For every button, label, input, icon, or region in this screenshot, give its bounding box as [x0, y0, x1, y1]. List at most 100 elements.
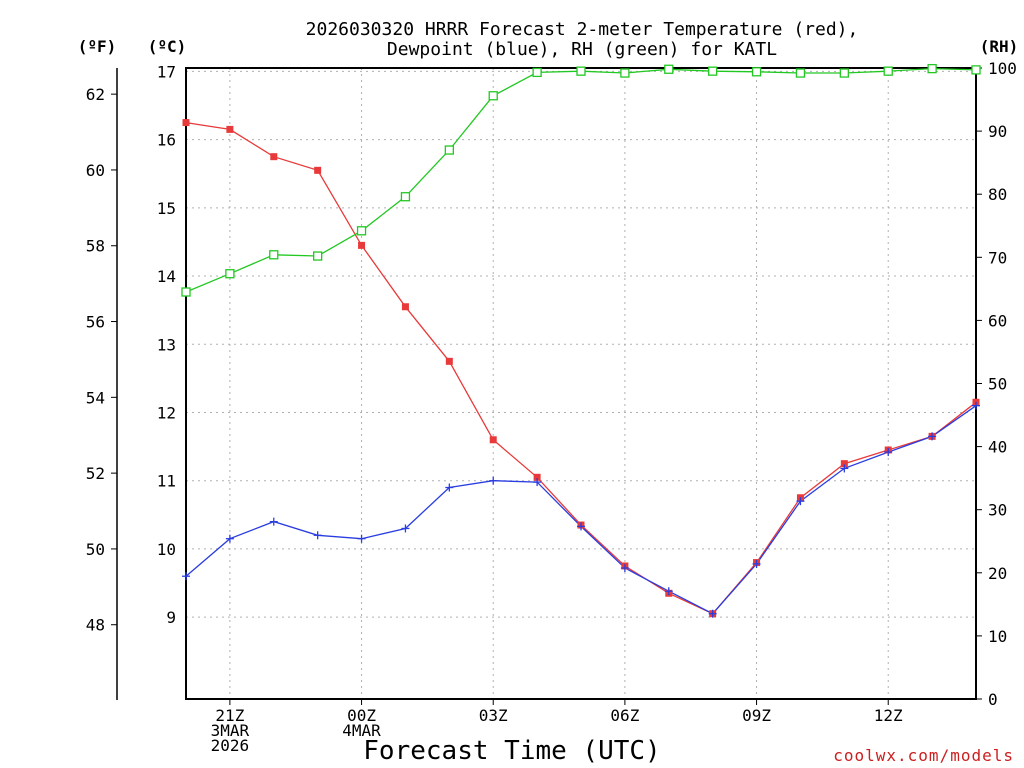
dewpoint-point	[664, 587, 673, 596]
series-line-dewpoint	[185, 405, 977, 615]
celsius-tick-label: 11	[157, 472, 176, 491]
series-lines	[185, 67, 977, 615]
fahrenheit-tick-label: 50	[86, 540, 105, 559]
x-tick-label: 12Z	[874, 706, 903, 725]
dewpoint-point	[489, 476, 498, 485]
dewpoint-point	[796, 497, 805, 506]
temperature-point	[401, 303, 409, 311]
fahrenheit-unit-label: (ºF)	[78, 37, 117, 56]
temperature-point	[445, 357, 453, 365]
dewpoint-point	[533, 478, 542, 487]
plot-frame	[185, 67, 977, 700]
x-tick-label: 09Z	[742, 706, 771, 725]
rh-point	[839, 68, 849, 78]
rh-point	[708, 66, 718, 76]
x-tick-label: 00Z	[347, 706, 376, 725]
temperature-point	[226, 125, 234, 133]
celsius-tick-label: 13	[157, 335, 176, 354]
rh-tick-label: 20	[988, 564, 1007, 583]
celsius-tick-label: 17	[157, 62, 176, 81]
dewpoint-point	[269, 517, 278, 526]
rh-tick-label: 80	[988, 185, 1007, 204]
celsius-tick-label: 9	[166, 608, 176, 627]
x-tick-label: 4MAR	[342, 721, 381, 740]
credit-link[interactable]: coolwx.com/models	[833, 746, 1014, 765]
dewpoint-point	[620, 564, 629, 573]
rh-tick-label: 100	[988, 59, 1017, 78]
rh-point	[225, 269, 235, 279]
rh-point	[444, 145, 454, 155]
temperature-point	[314, 166, 322, 174]
rh-point	[664, 64, 674, 74]
fahrenheit-tick-label: 56	[86, 313, 105, 332]
rh-tick-label: 90	[988, 122, 1007, 141]
rh-point	[971, 65, 981, 75]
x-tick-label: 21Z	[215, 706, 244, 725]
axes	[111, 67, 982, 705]
dewpoint-point	[313, 531, 322, 540]
x-tick-label: 3MAR	[211, 721, 250, 740]
temperature-point	[840, 460, 848, 468]
temperature-point	[489, 436, 497, 444]
celsius-tick-label: 10	[157, 540, 176, 559]
rh-point	[488, 91, 498, 101]
chart-title-line2: Dewpoint (blue), RH (green) for KATL	[387, 39, 777, 60]
fahrenheit-tick-label: 60	[86, 161, 105, 180]
rh-point	[795, 68, 806, 78]
dewpoint-point	[401, 524, 410, 533]
temperature-point	[358, 241, 366, 249]
dewpoint-point	[752, 559, 761, 568]
dewpoint-point	[445, 483, 454, 492]
dewpoint-point	[708, 609, 717, 618]
fahrenheit-tick-label: 62	[86, 85, 105, 104]
fahrenheit-tick-label: 48	[86, 616, 105, 635]
dewpoint-point	[225, 534, 234, 543]
rh-point	[751, 67, 762, 77]
celsius-tick-label: 15	[157, 199, 176, 218]
x-tick-label: 03Z	[479, 706, 508, 725]
rh-tick-label: 30	[988, 501, 1007, 520]
rh-point	[400, 192, 411, 202]
celsius-tick-label: 16	[157, 131, 176, 150]
dewpoint-point	[357, 534, 366, 543]
rh-tick-label: 60	[988, 311, 1007, 330]
dewpoint-point	[884, 448, 893, 457]
rh-tick-label: 70	[988, 248, 1007, 267]
celsius-unit-label: (ºC)	[148, 37, 187, 56]
fahrenheit-tick-label: 54	[86, 388, 105, 407]
rh-point	[269, 250, 279, 260]
rh-point	[576, 66, 586, 76]
fahrenheit-tick-label: 52	[86, 464, 105, 483]
rh-point	[883, 66, 893, 76]
dewpoint-point	[840, 464, 849, 473]
temperature-point	[182, 119, 190, 127]
rh-unit-label: (RH)	[980, 37, 1019, 56]
rh-tick-label: 10	[988, 627, 1007, 646]
series-line-rh	[185, 67, 977, 293]
dewpoint-point	[972, 401, 980, 410]
series-line-2-meter-temperature	[185, 121, 977, 615]
x-axis-label: Forecast Time (UTC)	[363, 736, 660, 766]
dewpoint-point	[577, 522, 585, 531]
rh-point	[181, 287, 191, 297]
rh-point	[620, 68, 630, 78]
temperature-point	[533, 473, 541, 481]
celsius-tick-label: 12	[157, 403, 176, 422]
rh-point	[313, 251, 323, 261]
series-markers	[181, 63, 981, 618]
rh-point	[927, 63, 937, 74]
fahrenheit-tick-label: 58	[86, 237, 105, 256]
rh-point	[532, 67, 542, 78]
celsius-tick-label: 14	[157, 267, 176, 286]
rh-tick-label: 50	[988, 375, 1007, 394]
x-tick-label: 2026	[211, 736, 250, 755]
chart-title-line1: 2026030320 HRRR Forecast 2-meter Tempera…	[306, 19, 859, 40]
dewpoint-point	[928, 432, 937, 441]
temperature-point	[270, 153, 278, 161]
gridlines	[186, 68, 976, 699]
rh-tick-label: 0	[988, 690, 998, 709]
rh-point	[356, 226, 367, 236]
rh-tick-label: 40	[988, 438, 1007, 457]
